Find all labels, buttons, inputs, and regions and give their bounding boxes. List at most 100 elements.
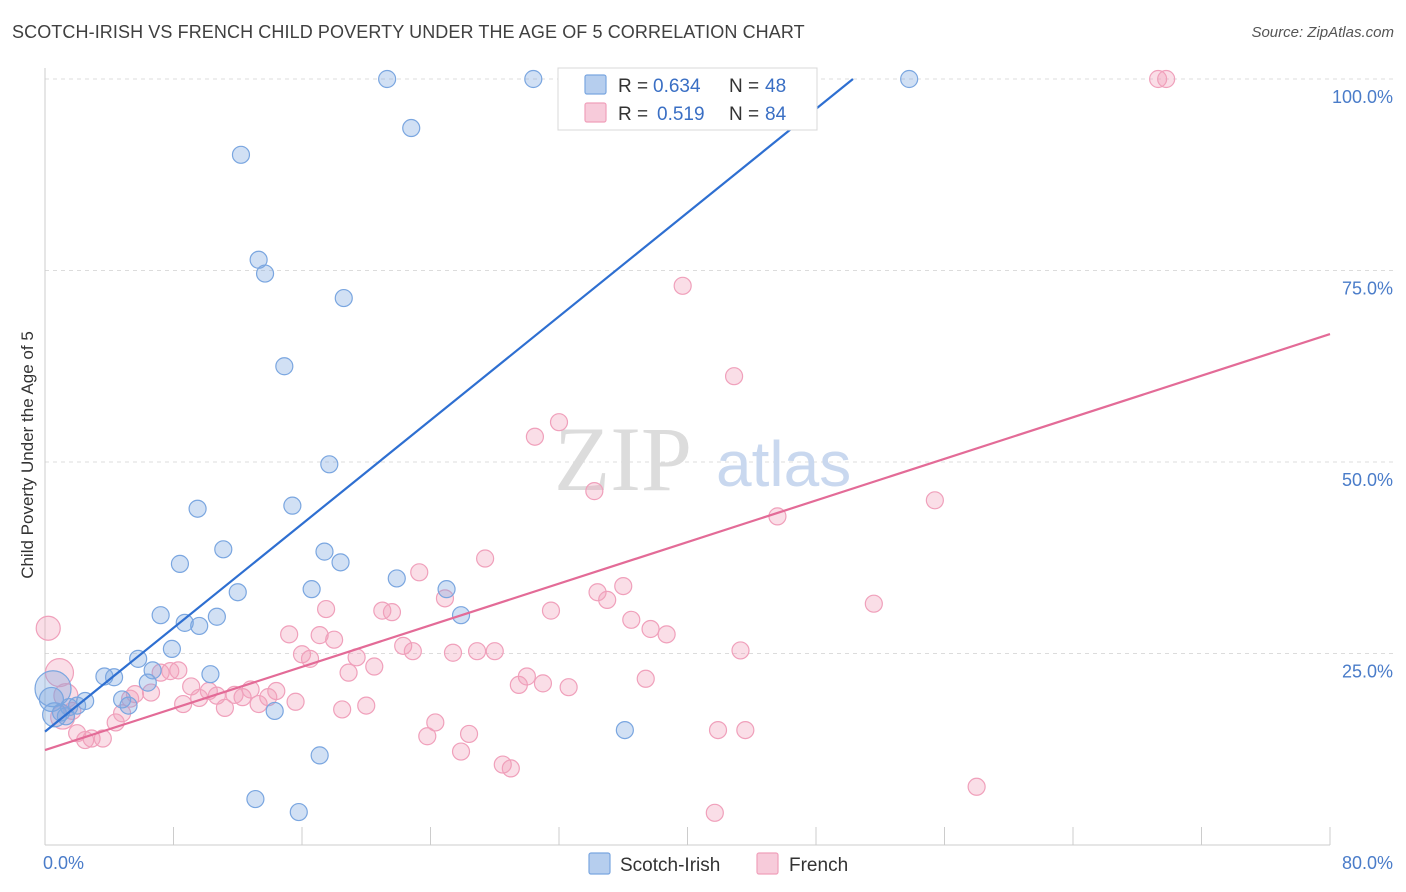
point-scotch-irish — [119, 696, 138, 715]
legend-n-value-french: 84 — [765, 104, 787, 125]
point-french — [588, 583, 607, 602]
point-french — [403, 642, 422, 661]
y-tick-label: 50.0% — [1342, 470, 1393, 490]
chart-title: SCOTCH-IRISH VS FRENCH CHILD POVERTY UND… — [12, 22, 805, 42]
trend-line-french — [44, 333, 1331, 752]
point-french — [724, 367, 744, 386]
point-scotch-irish — [190, 616, 209, 636]
point-scotch-irish — [378, 69, 397, 89]
point-scotch-irish — [214, 540, 233, 559]
point-scotch-irish — [310, 746, 329, 765]
point-scotch-irish — [228, 583, 247, 602]
point-french — [501, 759, 520, 778]
point-french — [967, 777, 986, 796]
bottom-legend-swatch-scotch-irish — [588, 852, 611, 875]
legend-n-value-scotch-irish: 48 — [765, 76, 786, 97]
legend-box: R = 0.634 N = 48 R = 0.519 N = 84 — [557, 67, 818, 131]
point-scotch-irish — [170, 554, 190, 573]
point-scotch-irish — [162, 639, 181, 659]
point-scotch-irish — [129, 649, 148, 668]
legend-swatch-scotch-irish — [584, 74, 607, 95]
point-french — [708, 720, 728, 740]
point-scotch-irish — [615, 720, 634, 740]
watermark-atlas: atlas — [716, 428, 851, 500]
point-french — [1157, 69, 1176, 89]
legend-r-label: R = — [618, 76, 648, 97]
point-scotch-irish — [524, 69, 543, 89]
x-tick-label-min: 0.0% — [43, 853, 84, 873]
point-french — [485, 642, 504, 661]
watermark-zip: ZIP — [554, 408, 692, 510]
point-french — [641, 619, 660, 639]
bottom-legend-swatch-french — [756, 852, 779, 875]
point-french — [451, 742, 471, 761]
legend-r-value-scotch-irish: 0.634 — [653, 76, 701, 97]
legend-n-label: N = — [729, 76, 759, 97]
point-scotch-irish — [188, 499, 207, 518]
point-french — [459, 724, 479, 744]
point-scotch-irish — [334, 288, 353, 308]
point-scotch-irish — [320, 455, 339, 474]
legend-n-label: N = — [729, 104, 759, 125]
point-scotch-irish — [302, 580, 321, 599]
point-french — [533, 674, 553, 693]
point-french — [517, 667, 536, 686]
y-tick-labels: 25.0% 50.0% 75.0% 100.0% — [1332, 87, 1393, 682]
point-french — [673, 276, 692, 295]
bottom-legend: Scotch-Irish French — [588, 852, 848, 876]
point-french — [443, 643, 463, 662]
legend-r-label: R = — [618, 104, 648, 125]
point-french — [864, 594, 883, 613]
legend-r-value-french: 0.519 — [657, 104, 705, 125]
point-french — [736, 720, 755, 740]
point-french — [333, 700, 352, 719]
point-french — [636, 669, 655, 688]
point-french — [35, 615, 61, 641]
point-scotch-irish — [437, 580, 456, 599]
point-scotch-irish — [175, 613, 194, 632]
y-tick-label: 75.0% — [1342, 279, 1393, 299]
point-french — [141, 683, 161, 702]
point-scotch-irish — [143, 661, 162, 680]
point-scotch-irish — [151, 606, 170, 625]
point-french — [598, 590, 617, 609]
y-tick-label: 100.0% — [1332, 87, 1393, 107]
trend-line-scotch-irish — [44, 78, 854, 733]
point-scotch-irish — [283, 496, 302, 515]
point-french — [657, 625, 676, 644]
point-french — [467, 642, 487, 661]
watermark: ZIP atlas — [554, 408, 851, 510]
point-scotch-irish — [289, 802, 308, 822]
point-french — [382, 603, 402, 622]
point-scotch-irish — [207, 607, 226, 626]
point-french — [435, 589, 455, 608]
point-scotch-irish — [315, 542, 334, 561]
point-scotch-irish — [402, 118, 421, 138]
point-french — [280, 625, 299, 644]
point-french — [365, 657, 384, 676]
point-french — [215, 698, 234, 717]
point-french — [731, 641, 750, 660]
point-french — [426, 713, 445, 732]
bottom-legend-label-french: French — [789, 855, 848, 876]
point-french — [249, 694, 268, 714]
point-scotch-irish — [275, 357, 294, 376]
x-tick-label-max: 80.0% — [1342, 853, 1393, 873]
point-french — [549, 413, 569, 432]
x-tick-labels: 0.0% 80.0% — [43, 853, 1393, 873]
point-scotch-irish — [255, 264, 275, 283]
point-french — [476, 549, 495, 568]
grid-lines — [45, 78, 1393, 654]
point-french — [93, 729, 112, 748]
point-french — [585, 482, 604, 501]
point-french — [418, 727, 437, 746]
y-tick-label: 25.0% — [1342, 662, 1393, 682]
point-scotch-irish — [265, 701, 284, 721]
bottom-legend-label-scotch-irish: Scotch-Irish — [620, 855, 720, 876]
point-french — [310, 626, 329, 645]
axes — [44, 68, 1331, 846]
point-scotch-irish — [331, 553, 350, 572]
point-french — [622, 610, 641, 629]
point-french — [169, 661, 188, 680]
